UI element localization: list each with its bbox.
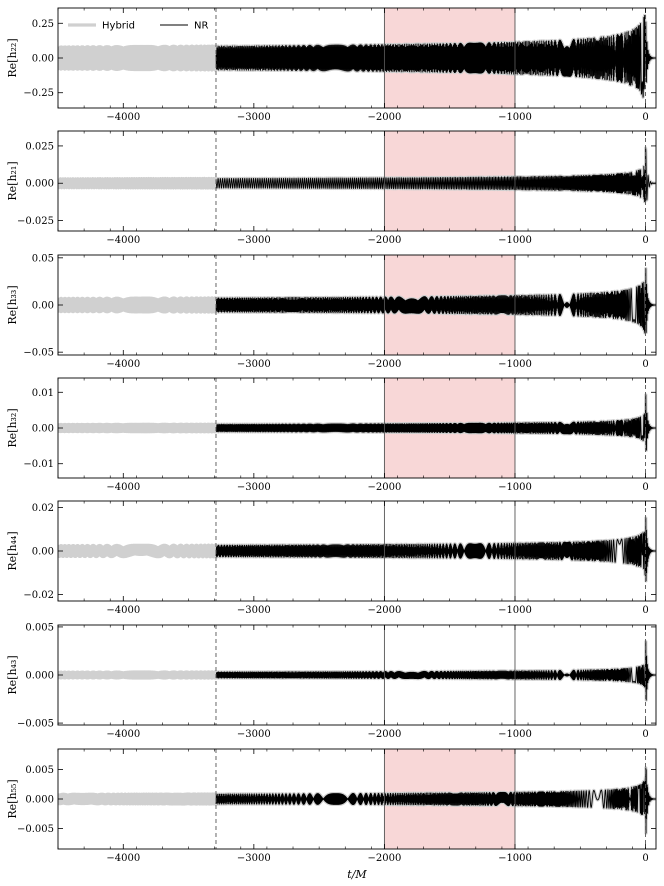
nr-line	[215, 394, 656, 451]
x-tick-label: −1000	[498, 359, 532, 370]
x-axis-label: t/M	[347, 868, 367, 881]
nr-line	[215, 14, 656, 98]
panel-4: −4000 −3000 −2000 −1000 0 −0.01 0.00 0.01 Re[h₃₂…	[6, 377, 657, 493]
x-tick-label: −3000	[237, 359, 271, 370]
y-tick-label: 0.01	[32, 388, 54, 399]
y-axis-label: Re[h₄₃]	[6, 655, 19, 694]
x-tick-label: −3000	[237, 235, 271, 246]
nr-line	[215, 517, 656, 582]
y-tick-label: 0.00	[32, 301, 54, 312]
y-axis-label: Re[h₄₄]	[6, 531, 19, 570]
x-tick-label: 0	[642, 359, 648, 370]
x-tick-label: −2000	[368, 482, 402, 493]
y-axis-label: Re[h₃₂]	[6, 408, 19, 447]
x-tick-label: −1000	[498, 853, 532, 864]
x-tick-label: −3000	[237, 112, 271, 123]
x-tick-label: −1000	[498, 112, 532, 123]
x-tick-label: 0	[642, 482, 648, 493]
y-tick-label: −0.05	[23, 348, 54, 359]
x-tick-label: −3000	[237, 729, 271, 740]
x-tick-label: −3000	[237, 605, 271, 616]
y-tick-label: 0.00	[32, 424, 54, 435]
x-tick-label: −4000	[106, 605, 140, 616]
x-tick-label: −2000	[368, 112, 402, 123]
x-tick-label: −2000	[368, 359, 402, 370]
legend-label-hybrid: Hybrid	[102, 21, 135, 32]
y-tick-label: 0.05	[32, 253, 54, 264]
x-tick-label: −2000	[368, 853, 402, 864]
y-tick-label: 0.005	[25, 765, 54, 776]
y-tick-label: 0.00	[32, 54, 54, 65]
y-tick-label: −0.25	[23, 88, 54, 99]
x-tick-label: −2000	[368, 235, 402, 246]
y-tick-label: 0.025	[25, 141, 54, 152]
x-tick-label: −2000	[368, 605, 402, 616]
panel-1: −4000 −3000 −2000 −1000 0 −0.25 0.00 0.25 Re[h₂₂…	[6, 7, 657, 123]
y-tick-label: 0.02	[32, 503, 54, 514]
x-tick-label: −4000	[106, 482, 140, 493]
hybrid-line	[58, 639, 656, 702]
panel-5: −4000 −3000 −2000 −1000 0 −0.02 0.00 0.02 Re[h₄₄…	[6, 500, 657, 616]
x-tick-label: 0	[642, 112, 648, 123]
y-tick-label: 0.00	[32, 547, 54, 558]
x-tick-label: −1000	[498, 605, 532, 616]
y-tick-label: −0.005	[17, 719, 54, 730]
x-tick-label: −4000	[106, 235, 140, 246]
y-tick-label: 0.005	[25, 622, 54, 633]
panel-7: −4000 −3000 −2000 −1000 0 −0.005 0.000 0.005 Re[…	[6, 748, 657, 864]
x-tick-label: −4000	[106, 729, 140, 740]
x-tick-label: 0	[642, 605, 648, 616]
y-tick-label: −0.025	[17, 216, 54, 227]
x-tick-label: 0	[642, 853, 648, 864]
y-axis-label: Re[h₅₅]	[6, 779, 19, 818]
x-tick-label: −3000	[237, 853, 271, 864]
y-tick-label: 0.000	[25, 795, 54, 806]
x-tick-label: −4000	[106, 112, 140, 123]
y-tick-label: 0.000	[25, 179, 54, 190]
hybrid-line	[58, 146, 656, 204]
x-tick-label: −1000	[498, 482, 532, 493]
hybrid-line	[58, 393, 656, 452]
y-tick-label: −0.01	[23, 459, 54, 470]
y-tick-label: −0.02	[23, 590, 54, 601]
x-tick-label: −1000	[498, 235, 532, 246]
x-tick-label: −4000	[106, 359, 140, 370]
y-tick-label: −0.005	[17, 824, 54, 835]
x-tick-label: 0	[642, 729, 648, 740]
y-tick-label: 0.000	[25, 671, 54, 682]
nr-line	[215, 767, 656, 834]
y-axis-label: Re[h₂₂]	[6, 38, 19, 77]
legend: Hybrid NR	[68, 21, 208, 32]
panel-3: −4000 −3000 −2000 −1000 0 −0.05 0.00 0.05 Re[h₃₃…	[6, 253, 657, 370]
panel-2: −4000 −3000 −2000 −1000 0 −0.025 0.000 0.025 Re[…	[6, 130, 657, 246]
y-axis-label: Re[h₃₃]	[6, 285, 19, 324]
x-tick-label: −2000	[368, 729, 402, 740]
nr-line	[215, 147, 656, 203]
panel-6: −4000 −3000 −2000 −1000 0 −0.005 0.000 0.005 Re[…	[6, 622, 657, 740]
x-tick-label: −4000	[106, 853, 140, 864]
y-tick-label: 0.25	[32, 19, 54, 30]
x-tick-label: 0	[642, 235, 648, 246]
legend-label-nr: NR	[194, 21, 208, 32]
nr-line	[215, 641, 656, 701]
x-tick-label: −3000	[237, 482, 271, 493]
y-axis-label: Re[h₂₁]	[6, 161, 19, 200]
nr-line	[215, 268, 656, 334]
x-tick-label: −1000	[498, 729, 532, 740]
axes-frame	[57, 130, 657, 232]
